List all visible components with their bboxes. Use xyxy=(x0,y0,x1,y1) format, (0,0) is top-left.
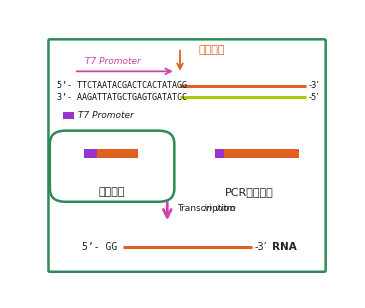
Bar xyxy=(224,149,299,158)
Text: T7 Promoter: T7 Promoter xyxy=(78,111,134,120)
Text: PCR产物模板: PCR产物模板 xyxy=(225,187,274,197)
Text: 5’- GG: 5’- GG xyxy=(82,242,118,252)
Text: 5’- TTCTAATACGACTCACTATAGG: 5’- TTCTAATACGACTCACTATAGG xyxy=(57,81,187,90)
Text: -3’: -3’ xyxy=(255,242,268,252)
Text: RNA: RNA xyxy=(272,242,297,252)
Bar xyxy=(84,149,97,158)
Text: 质粒模板: 质粒模板 xyxy=(99,187,125,197)
Text: -3’: -3’ xyxy=(309,81,320,90)
Text: 3’- AAGATTATGCTGAGTGATATCC: 3’- AAGATTATGCTGAGTGATATCC xyxy=(57,93,187,102)
Text: in vitro: in vitro xyxy=(204,204,236,213)
Bar xyxy=(63,112,74,119)
Text: T7 Promoter: T7 Promoter xyxy=(85,57,141,66)
Bar xyxy=(97,149,138,158)
Bar xyxy=(215,149,224,158)
Text: 转录起始: 转录起始 xyxy=(199,45,225,55)
Text: Transcription: Transcription xyxy=(177,204,238,213)
Text: -5’: -5’ xyxy=(309,93,319,102)
